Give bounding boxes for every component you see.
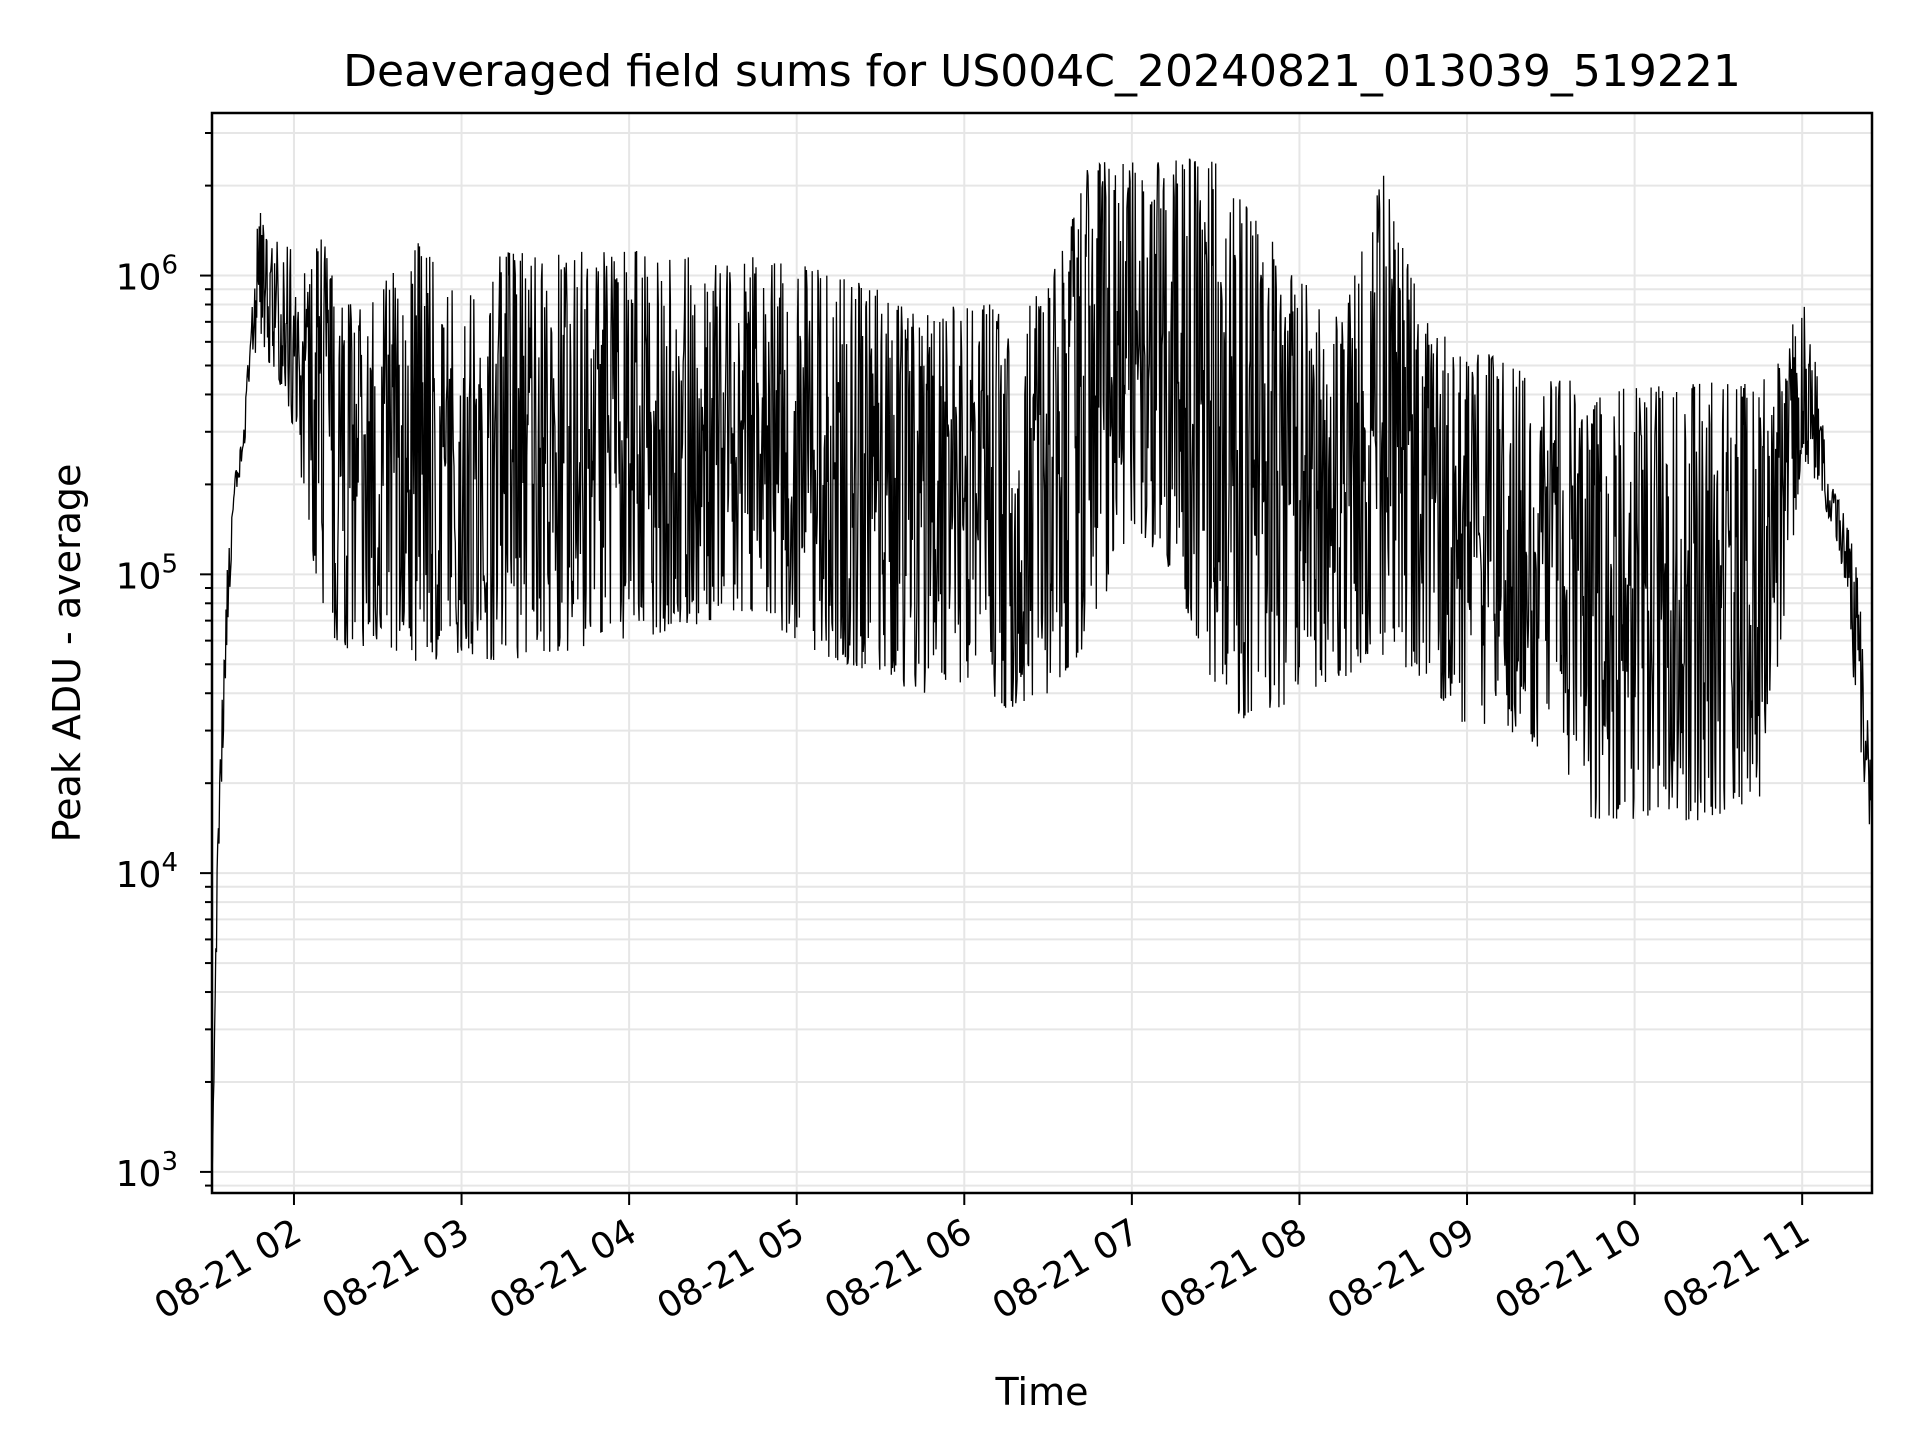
x-axis: 08-21 02 08-21 03 08-21 04 08-21 05 08-21 06… (148, 1193, 1817, 1328)
x-tick-label: 08-21 06 (818, 1211, 979, 1327)
x-tick-label: 08-21 03 (315, 1211, 476, 1327)
series-line (211, 158, 1873, 1180)
x-tick-label: 08-21 04 (483, 1211, 644, 1327)
y-tick-label: 105 (116, 549, 178, 597)
plot-frame (210, 111, 1874, 1195)
x-tick-label: 08-21 10 (1488, 1211, 1649, 1327)
x-tick-label: 08-21 11 (1656, 1211, 1817, 1327)
x-axis-label: Time (995, 1370, 1089, 1414)
y-tick-label: 104 (116, 848, 178, 896)
x-tick-label: 08-21 05 (651, 1211, 812, 1327)
y-tick-label: 106 (116, 251, 178, 299)
y-axis: 103 104 105 106 (116, 132, 212, 1195)
x-tick-label: 08-21 08 (1153, 1211, 1314, 1327)
chart-title: Deaveraged field sums for US004C_2024082… (343, 46, 1741, 97)
y-axis-label: Peak ADU - average (45, 464, 89, 843)
x-tick-label: 08-21 07 (986, 1211, 1147, 1327)
y-tick-label: 103 (116, 1147, 178, 1195)
x-tick-label: 08-21 09 (1321, 1211, 1482, 1327)
x-tick-label: 08-21 02 (148, 1211, 309, 1327)
